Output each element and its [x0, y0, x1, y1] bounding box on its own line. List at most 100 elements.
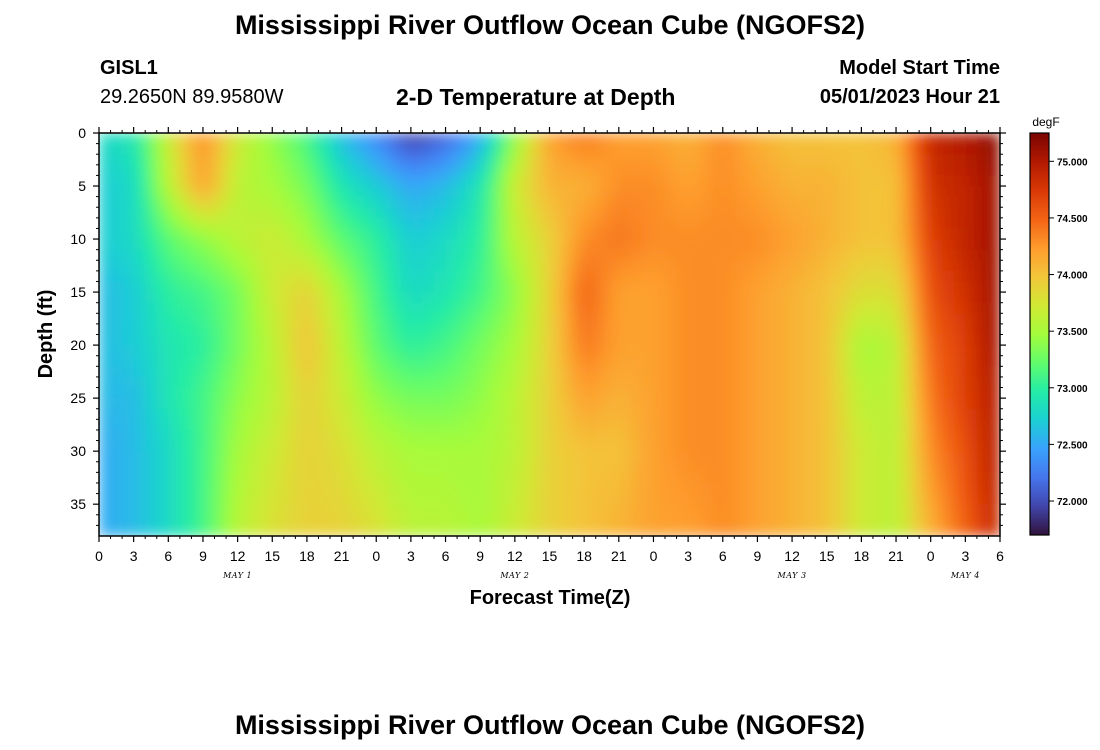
- heatmap-cell: [722, 143, 735, 155]
- heatmap-cell: [526, 281, 539, 293]
- heatmap-cell: [272, 440, 285, 452]
- heatmap-cell: [295, 313, 308, 325]
- heatmap-cell: [884, 196, 897, 208]
- heatmap-cell: [884, 408, 897, 420]
- heatmap-cell: [295, 196, 308, 208]
- heatmap-cell: [849, 387, 862, 399]
- heatmap-cell: [537, 419, 551, 431]
- heatmap-cell: [607, 186, 620, 198]
- chart-title-top: Mississippi River Outflow Ocean Cube (NG…: [234, 10, 866, 40]
- heatmap-cell: [884, 334, 897, 346]
- heatmap-cell: [699, 239, 712, 251]
- heatmap-cell: [976, 472, 990, 484]
- heatmap-cell: [330, 228, 343, 240]
- heatmap-cell: [457, 260, 470, 272]
- heatmap-cell: [549, 270, 562, 283]
- heatmap-cell: [179, 143, 193, 155]
- heatmap-cell: [561, 164, 574, 177]
- heatmap-cell: [976, 493, 990, 505]
- heatmap-cell: [768, 429, 782, 442]
- heatmap-cell: [341, 260, 354, 272]
- heatmap-cell: [618, 313, 631, 325]
- heatmap-cell: [711, 376, 724, 389]
- heatmap-cell: [399, 281, 412, 293]
- heatmap-cell: [330, 366, 343, 378]
- heatmap-cell: [457, 514, 470, 526]
- heatmap-cell: [896, 186, 909, 198]
- heatmap-cell: [826, 429, 839, 442]
- heatmap-cell: [168, 429, 181, 442]
- heatmap-cell: [780, 260, 793, 272]
- heatmap-cell: [341, 387, 354, 399]
- heatmap-cell: [745, 419, 759, 431]
- heatmap-cell: [988, 164, 1000, 177]
- heatmap-cell: [445, 207, 458, 219]
- heatmap-cell: [145, 186, 158, 198]
- heatmap-cell: [780, 514, 793, 526]
- heatmap-cell: [919, 249, 932, 261]
- heatmap-cell: [491, 525, 504, 536]
- heatmap-cell: [618, 387, 631, 399]
- heatmap-cell: [110, 398, 123, 410]
- heatmap-cell: [133, 302, 146, 314]
- heatmap-cell: [537, 196, 551, 208]
- heatmap-cell: [491, 419, 504, 431]
- heatmap-cell: [838, 387, 851, 399]
- heatmap-cell: [757, 366, 770, 378]
- heatmap-cell: [884, 239, 897, 251]
- heatmap-cell: [457, 366, 470, 378]
- x-tick-label: 0: [95, 548, 103, 564]
- heatmap-cell: [630, 164, 643, 177]
- heatmap-cell: [457, 154, 470, 166]
- heatmap-cell: [480, 493, 493, 505]
- heatmap-cell: [341, 281, 354, 293]
- heatmap-cell: [503, 143, 516, 155]
- heatmap-cell: [156, 419, 169, 431]
- heatmap-cell: [526, 175, 539, 187]
- heatmap-cell: [387, 514, 400, 526]
- heatmap-cell: [653, 175, 666, 187]
- heatmap-cell: [376, 313, 389, 325]
- x-tick-label: 0: [927, 548, 935, 564]
- heatmap-cell: [122, 387, 135, 399]
- heatmap-cell: [745, 408, 759, 420]
- heatmap-cell: [260, 281, 273, 293]
- heatmap-cell: [641, 313, 655, 325]
- heatmap-cell: [537, 270, 551, 283]
- heatmap-cell: [168, 292, 181, 304]
- heatmap-cell: [295, 207, 308, 219]
- heatmap-cell: [387, 207, 400, 219]
- heatmap-cell: [445, 239, 458, 251]
- heatmap-cell: [665, 429, 678, 442]
- heatmap-cell: [630, 154, 643, 166]
- heatmap-cell: [503, 429, 516, 442]
- heatmap-cell: [237, 239, 250, 251]
- heatmap-cell: [861, 260, 874, 272]
- heatmap-cell: [630, 186, 643, 198]
- heatmap-cell: [549, 493, 562, 505]
- heatmap-cell: [953, 313, 966, 325]
- heatmap-cell: [618, 323, 631, 336]
- heatmap-cell: [514, 239, 527, 251]
- heatmap-cell: [376, 292, 389, 304]
- heatmap-cell: [445, 525, 458, 536]
- heatmap-cell: [445, 228, 458, 240]
- heatmap-cell: [549, 419, 562, 431]
- heatmap-cell: [653, 525, 666, 536]
- heatmap-cell: [722, 525, 735, 536]
- heatmap-cell: [514, 164, 527, 177]
- heatmap-cell: [110, 472, 123, 484]
- heatmap-cell: [607, 164, 620, 177]
- heatmap-cell: [896, 239, 909, 251]
- heatmap-cell: [214, 461, 227, 473]
- x-axis: 0 3 6 9 12 15 18 21 0 3 6 9 12 15 18 21 0 3 6 9 12 15 18 21 0 3 6: [95, 127, 1004, 564]
- heatmap-cell: [861, 429, 874, 442]
- heatmap-cell: [607, 461, 620, 473]
- heatmap-cell: [480, 461, 493, 473]
- heatmap-cell: [272, 281, 285, 293]
- heatmap-cell: [330, 525, 343, 536]
- heatmap-cell: [283, 143, 296, 155]
- heatmap-cell: [676, 302, 689, 314]
- heatmap-cell: [295, 493, 308, 505]
- heatmap-cell: [433, 408, 447, 420]
